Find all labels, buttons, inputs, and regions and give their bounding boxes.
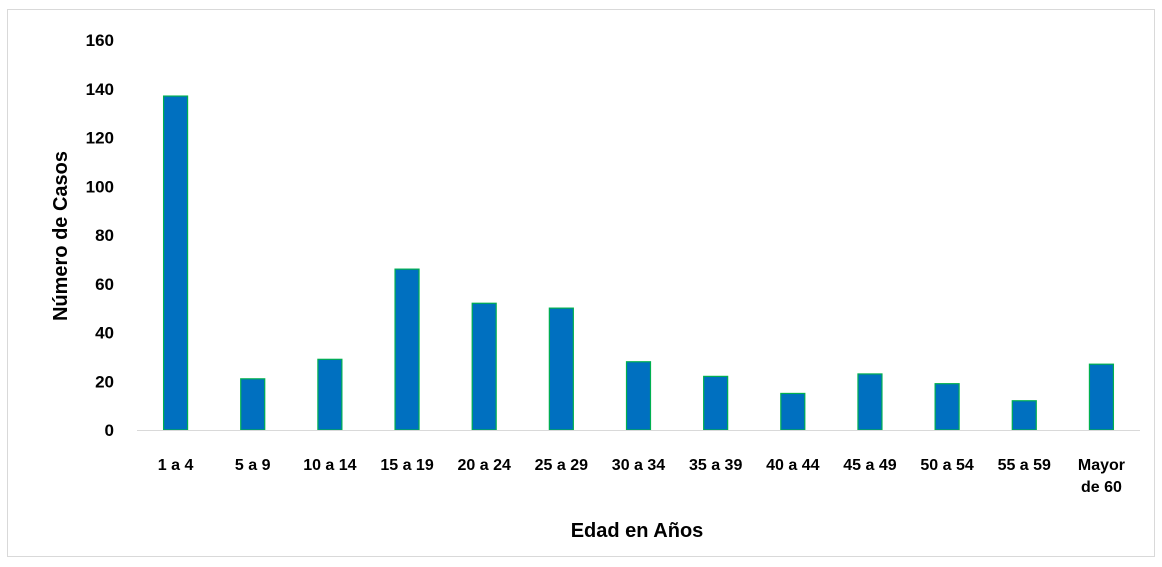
bar <box>703 375 729 431</box>
x-tick-label: 10 a 14 <box>303 457 356 474</box>
x-tick-label: 1 a 4 <box>158 457 194 474</box>
x-tick-label: 50 a 54 <box>920 457 973 474</box>
y-tick-label: 160 <box>86 31 114 50</box>
x-tick-label: 35 a 39 <box>689 457 742 474</box>
bar <box>857 373 883 431</box>
x-tick-label: 45 a 49 <box>843 457 896 474</box>
y-tick-label: 140 <box>86 80 114 99</box>
bar <box>240 378 266 431</box>
bar <box>780 392 806 431</box>
y-tick-label: 40 <box>95 324 114 343</box>
bar <box>317 358 343 431</box>
y-tick-label: 80 <box>95 226 114 245</box>
bar <box>162 95 189 431</box>
bars-group <box>162 95 1115 431</box>
x-tick-label: Mayor de 60 <box>1078 457 1125 496</box>
bar <box>394 268 420 431</box>
y-tick-label: 20 <box>95 372 114 391</box>
x-tick-label: 40 a 44 <box>766 457 819 474</box>
x-axis-title: Edad en Años <box>571 520 704 542</box>
x-tick-label: 25 a 29 <box>535 457 588 474</box>
bar <box>548 307 574 431</box>
x-tick-label: 5 a 9 <box>235 457 271 474</box>
bar <box>625 361 652 431</box>
y-tick-label: 0 <box>105 421 114 440</box>
y-tick-label: 100 <box>86 177 114 196</box>
x-tick-label: 15 a 19 <box>380 457 433 474</box>
x-tick-label: 55 a 59 <box>998 457 1051 474</box>
y-tick-label: 120 <box>86 129 114 148</box>
y-axis-title: Número de Casos <box>50 151 72 321</box>
bar <box>1088 363 1115 431</box>
x-tick-label: 20 a 24 <box>457 457 510 474</box>
bar <box>1011 400 1037 431</box>
x-axis-ticks: 1 a 4 5 a 9 10 a 14 15 a 19 20 a 24 25 a 29 30… <box>158 457 1125 496</box>
chart-frame <box>7 9 1155 557</box>
bar <box>934 383 960 431</box>
y-axis-ticks: 0 20 40 60 80 100 120 140 160 <box>86 31 114 440</box>
x-tick-label: 30 a 34 <box>612 457 665 474</box>
y-tick-label: 60 <box>95 275 114 294</box>
bar <box>471 302 497 431</box>
